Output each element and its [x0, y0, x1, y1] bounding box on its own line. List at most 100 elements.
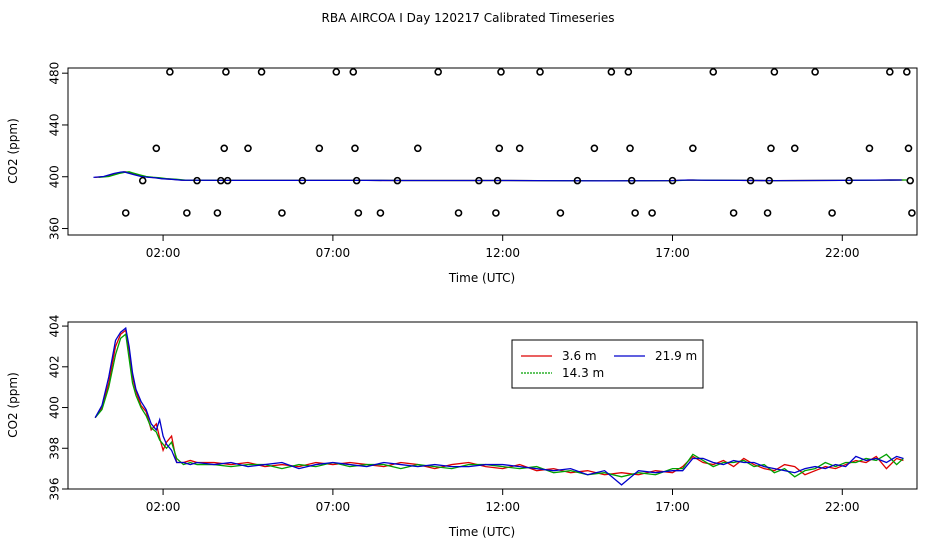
scatter-point: [668, 176, 677, 185]
bottom-y-tick-label: 396: [48, 478, 62, 501]
scatter-point: [556, 209, 565, 217]
top-plot-frame: [67, 67, 918, 236]
scatter-point: [497, 68, 505, 76]
scatter-point: [828, 209, 836, 217]
scatter-point: [278, 209, 286, 217]
scatter-point: [220, 144, 229, 153]
bottom-x-tick-label: 02:00: [146, 500, 181, 514]
bottom-y-axis-label: CO2 (ppm): [6, 372, 20, 438]
top-y-tick-label: 480: [48, 62, 62, 85]
scatter-point: [590, 144, 599, 153]
scatter-point: [351, 144, 359, 153]
scatter-point: [536, 68, 544, 76]
scatter-point: [393, 176, 402, 185]
scatter-point: [903, 68, 911, 76]
scatter-point: [352, 176, 361, 185]
top-panel: Time (UTC) CO2 (ppm) 02:00 07:00 12:00 17:0…: [6, 62, 918, 285]
top-y-tick-label: 400: [48, 165, 62, 188]
scatter-point: [626, 144, 634, 153]
scatter-point: [908, 209, 916, 217]
scatter-point: [495, 144, 504, 153]
legend-label-14-3m: 14.3 m: [562, 366, 604, 380]
bottom-y-tick-label: 404: [48, 315, 62, 338]
top-x-tick-label: 22:00: [825, 246, 860, 260]
scatter-point: [298, 176, 307, 185]
scatter-point: [257, 68, 266, 76]
scatter-point: [222, 68, 230, 76]
bottom-y-tick-label: 402: [48, 355, 62, 378]
scatter-point: [763, 209, 772, 217]
scatter-point: [223, 176, 232, 185]
scatter-point: [770, 68, 779, 76]
series-line: [94, 328, 904, 476]
scatter-point: [475, 176, 483, 185]
scatter-point: [349, 68, 358, 76]
top-scatter-points: [121, 68, 916, 217]
scatter-point: [213, 209, 222, 217]
bottom-x-tick-label: 17:00: [655, 500, 690, 514]
scatter-point: [765, 176, 774, 185]
scatter-point: [573, 176, 582, 185]
top-x-tick-label: 07:00: [316, 246, 351, 260]
legend-box: [511, 339, 704, 389]
bottom-plot-frame: [67, 321, 918, 490]
bottom-series-lines: [94, 326, 904, 486]
top-y-axis-label: CO2 (ppm): [6, 118, 20, 184]
scatter-point: [729, 209, 738, 217]
scatter-point: [709, 68, 718, 76]
legend-label-3-6m: 3.6 m: [562, 349, 597, 363]
bottom-x-tick-label: 07:00: [316, 500, 351, 514]
scatter-point: [492, 209, 500, 217]
top-x-tick-label: 17:00: [655, 246, 690, 260]
scatter-point: [790, 144, 799, 153]
scatter-point: [413, 144, 422, 153]
scatter-point: [454, 209, 463, 217]
legend-label-21-9m: 21.9 m: [655, 349, 697, 363]
scatter-point: [845, 176, 853, 185]
scatter-point: [244, 144, 252, 153]
scatter-point: [767, 144, 775, 153]
scatter-point: [138, 176, 147, 185]
top-x-tick-label: 12:00: [485, 246, 520, 260]
scatter-point: [624, 68, 633, 76]
top-x-axis-label: Time (UTC): [448, 271, 515, 285]
scatter-point: [121, 209, 130, 217]
scatter-point: [906, 176, 915, 185]
scatter-point: [865, 144, 874, 153]
top-series-line: [93, 171, 902, 182]
scatter-point: [886, 68, 894, 76]
series-line: [94, 326, 904, 486]
scatter-point: [332, 68, 341, 76]
bottom-x-tick-label: 12:00: [485, 500, 520, 514]
top-y-tick-label: 440: [48, 114, 62, 137]
scatter-point: [166, 68, 174, 76]
scatter-point: [648, 209, 656, 217]
bottom-panel: Time (UTC) CO2 (ppm) 02:00 07:00 12:00 17:0…: [6, 315, 918, 539]
scatter-point: [515, 144, 524, 153]
scatter-point: [811, 68, 819, 76]
legend: 3.6 m 14.3 m 21.9 m: [511, 339, 704, 389]
scatter-point: [152, 144, 161, 153]
scatter-point: [689, 144, 697, 153]
top-y-tick-label: 360: [48, 217, 62, 240]
scatter-point: [746, 176, 755, 185]
scatter-point: [315, 144, 324, 153]
scatter-point: [631, 209, 639, 217]
scatter-point: [904, 144, 913, 153]
scatter-point: [607, 68, 616, 76]
scatter-point: [493, 176, 502, 185]
scatter-point: [354, 209, 363, 217]
bottom-y-tick-label: 398: [48, 437, 62, 460]
bottom-x-axis-label: Time (UTC): [448, 525, 515, 539]
scatter-point: [627, 176, 636, 185]
scatter-point: [193, 176, 201, 185]
bottom-x-tick-label: 22:00: [825, 500, 860, 514]
bottom-y-tick-label: 400: [48, 396, 62, 419]
top-axes: 02:00 07:00 12:00 17:00 22:00 360 400 440 480: [48, 62, 860, 260]
scatter-point: [183, 209, 191, 217]
top-x-tick-label: 02:00: [146, 246, 181, 260]
bottom-axes: 02:00 07:00 12:00 17:00 22:00 396 398 400 402 404: [48, 315, 860, 514]
chart-title: RBA AIRCOA I Day 120217 Calibrated Times…: [322, 11, 615, 25]
